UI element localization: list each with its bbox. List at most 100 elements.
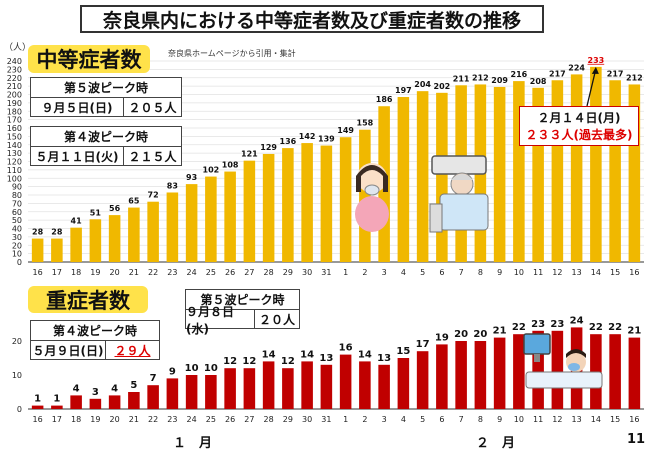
severe-x-tick-label: 27 — [244, 415, 254, 424]
moderate-data-label: 158 — [357, 119, 374, 128]
moderate-bar — [205, 176, 217, 262]
severe-data-label: 10 — [185, 363, 199, 374]
severe-data-label: 9 — [169, 366, 176, 377]
severe-data-label: 14 — [262, 349, 276, 360]
moderate-bar — [493, 86, 506, 263]
severe-bar — [397, 358, 410, 409]
severe-x-tick-label: 29 — [283, 415, 293, 424]
moderate-x-tick-label: 17 — [52, 268, 62, 277]
moderate-data-label: 56 — [109, 204, 121, 213]
moderate-bar — [551, 80, 564, 262]
month-label-january: １ 月 — [173, 436, 213, 451]
severe-peak4-date: ５月９日(日) — [31, 341, 106, 360]
moderate-ytick-label: 70 — [12, 199, 22, 208]
page-title: 奈良県内における中等症者数及び重症者数の推移 — [80, 5, 544, 33]
page-number: 11 — [627, 432, 646, 447]
moderate-x-tick-label: 25 — [206, 268, 216, 277]
moderate-data-label: 65 — [128, 197, 140, 206]
moderate-data-label: 136 — [280, 137, 297, 146]
moderate-x-tick-label: 31 — [321, 268, 331, 277]
moderate-bar — [320, 145, 333, 262]
severe-x-tick-label: 3 — [382, 415, 387, 424]
moderate-data-label: 28 — [32, 228, 44, 237]
severe-x-tick-label: 21 — [129, 415, 139, 424]
severe-section-label: 重症者数 — [28, 286, 148, 313]
moderate-ytick-label: 160 — [7, 124, 22, 133]
severe-bar — [320, 364, 333, 409]
moderate-ytick-label: 130 — [7, 149, 22, 158]
severe-bar — [493, 337, 506, 409]
severe-bar — [70, 395, 82, 409]
moderate-peak5-date: ９月５日(日) — [31, 98, 124, 117]
severe-ytick-label: 0 — [17, 405, 22, 414]
moderate-ytick-label: 120 — [7, 158, 22, 167]
moderate-peak4-date: ５月１１日(火) — [31, 147, 124, 166]
moderate-bar — [51, 238, 63, 262]
severe-x-tick-label: 2 — [362, 415, 367, 424]
moderate-data-label: 211 — [453, 74, 470, 83]
severe-peak5-box: 第５波ピーク時 ９月８日(水) ２０人 — [185, 289, 300, 336]
severe-bar — [31, 405, 44, 409]
severe-data-label: 22 — [589, 322, 603, 333]
severe-x-tick-label: 5 — [420, 415, 425, 424]
moderate-peak5-box: 第５波ピーク時 ９月５日(日) ２０５人 — [30, 77, 182, 117]
severe-x-tick-label: 15 — [610, 415, 620, 424]
moderate-bar — [166, 192, 179, 262]
moderate-data-label: 186 — [376, 95, 393, 104]
moderate-ytick-label: 30 — [12, 233, 22, 242]
moderate-data-label: 216 — [511, 70, 528, 79]
severe-x-tick-label: 28 — [264, 415, 274, 424]
moderate-ytick-label: 90 — [12, 183, 22, 192]
severe-bar — [513, 334, 525, 409]
severe-bar — [205, 375, 217, 409]
severe-peak4-title: 第４波ピーク時 — [31, 321, 159, 341]
moderate-ytick-label: 40 — [12, 225, 22, 234]
severe-x-tick-label: 8 — [478, 415, 483, 424]
moderate-data-label: 41 — [71, 217, 83, 226]
severe-bar — [628, 337, 641, 409]
moderate-x-tick-label: 20 — [110, 268, 120, 277]
moderate-bar — [243, 160, 256, 262]
moderate-ytick-label: 10 — [12, 250, 22, 259]
moderate-x-tick-label: 13 — [572, 268, 582, 277]
moderate-bar — [70, 227, 82, 262]
moderate-ytick-label: 170 — [7, 116, 22, 125]
severe-bar — [378, 364, 390, 409]
callout-arrow — [586, 68, 597, 107]
moderate-data-label: 202 — [434, 82, 451, 91]
severe-data-label: 19 — [435, 332, 449, 343]
icu-patient-illustration — [523, 333, 603, 389]
hospital-bed-patient-illustration — [429, 155, 489, 233]
moderate-data-label: 102 — [203, 166, 220, 175]
callout-arrowhead — [591, 66, 599, 74]
severe-ytick-label: 10 — [12, 371, 22, 380]
moderate-bar — [185, 184, 198, 262]
severe-ytick-label: 20 — [12, 337, 22, 346]
severe-peak5-date: ９月８日(水) — [186, 305, 255, 336]
moderate-data-label: 212 — [626, 73, 643, 82]
severe-bar — [474, 341, 487, 409]
moderate-bar — [416, 91, 429, 263]
moderate-ytick-label: 240 — [7, 57, 22, 66]
moderate-bar — [262, 153, 275, 262]
moderate-x-tick-label: 18 — [71, 268, 81, 277]
severe-bar — [51, 405, 63, 409]
severe-bar — [243, 368, 256, 409]
moderate-ytick-label: 110 — [7, 166, 22, 175]
severe-bar — [359, 361, 371, 409]
severe-peak4-box: 第４波ピーク時 ５月９日(日) ２９人 — [30, 320, 160, 360]
severe-x-tick-label: 22 — [148, 415, 158, 424]
severe-data-label: 16 — [339, 343, 353, 354]
severe-data-label: 17 — [416, 339, 430, 350]
severe-data-label: 20 — [473, 329, 487, 340]
severe-x-tick-label: 7 — [459, 415, 464, 424]
moderate-data-label: 217 — [607, 69, 624, 78]
severe-peak5-title: 第５波ピーク時 — [186, 290, 299, 310]
severe-x-tick-label: 16 — [629, 415, 639, 424]
severe-peak4-count: ２９人 — [114, 344, 151, 358]
moderate-ytick-label: 140 — [7, 141, 22, 150]
severe-x-tick-label: 11 — [533, 415, 543, 424]
moderate-ytick-label: 220 — [7, 74, 22, 83]
moderate-data-label: 209 — [491, 76, 508, 85]
